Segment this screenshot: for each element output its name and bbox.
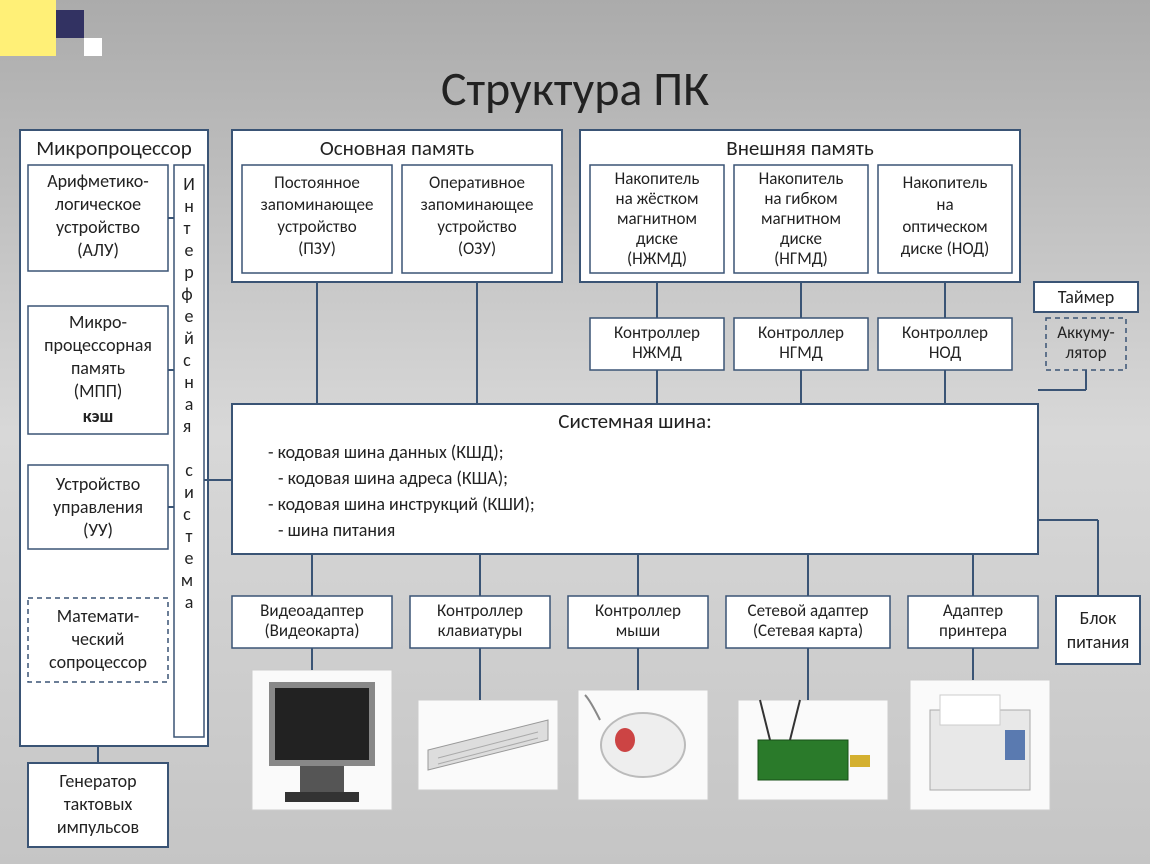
svg-text:НГМД: НГМД <box>779 342 822 363</box>
svg-text:Сетевой адаптер: Сетевой адаптер <box>748 600 869 621</box>
gti-l2: тактовых <box>64 793 133 815</box>
svg-text:(НГМД): (НГМД) <box>774 248 828 269</box>
math-l3: сопроцессор <box>49 651 147 673</box>
svg-text:на жёстком: на жёстком <box>616 188 699 209</box>
peripheral-printer-icon <box>910 680 1050 810</box>
svg-text:(ПЗУ): (ПЗУ) <box>298 238 336 259</box>
svg-text:(Сетевая карта): (Сетевая карта) <box>753 620 863 641</box>
svg-text:питания: питания <box>1067 631 1130 653</box>
svg-text:магнитном: магнитном <box>761 208 841 229</box>
svg-text:магнитном: магнитном <box>617 208 697 229</box>
svg-text:диске: диске <box>780 228 822 249</box>
math-l1: Математи- <box>57 605 140 627</box>
svg-text:на: на <box>936 194 953 215</box>
mpp-cache: кэш <box>83 405 114 427</box>
peripheral-monitor-icon <box>252 670 392 810</box>
svg-text:устройство: устройство <box>277 216 356 237</box>
svg-text:запоминающее: запоминающее <box>261 194 374 215</box>
svg-text:- шина питания: - шина питания <box>278 519 395 541</box>
svg-text:Постоянное: Постоянное <box>274 172 360 193</box>
micro-header: Микропроцессор <box>36 135 192 161</box>
svg-text:лятор: лятор <box>1065 342 1106 363</box>
svg-text:(НЖМД): (НЖМД) <box>627 248 687 269</box>
mm-header: Основная память <box>320 135 474 161</box>
svg-text:- кодовая шина данных (КШД);: - кодовая шина данных (КШД); <box>268 441 504 463</box>
alu-l4: (АЛУ) <box>77 239 119 261</box>
svg-text:Блок: Блок <box>1080 607 1117 629</box>
mpp-l3: память <box>71 357 125 379</box>
diagram-title: Структура ПК <box>441 59 709 118</box>
bus-title: Системная шина: <box>558 408 711 434</box>
svg-text:клавиатуры: клавиатуры <box>438 620 523 641</box>
svg-text:Контроллер: Контроллер <box>614 322 700 343</box>
svg-text:Накопитель: Накопитель <box>759 168 844 189</box>
em-header: Внешняя память <box>726 135 874 161</box>
svg-text:Видеоадаптер: Видеоадаптер <box>260 600 364 621</box>
svg-text:Контроллер: Контроллер <box>758 322 844 343</box>
svg-text:НЖМД: НЖМД <box>632 342 682 363</box>
svg-text:Контроллер: Контроллер <box>902 322 988 343</box>
mpp-l1: Микро- <box>69 311 127 333</box>
peripheral-netcard-icon <box>738 700 888 800</box>
svg-text:Оперативное: Оперативное <box>429 172 525 193</box>
svg-text:(ОЗУ): (ОЗУ) <box>458 238 496 259</box>
svg-text:устройство: устройство <box>437 216 516 237</box>
svg-text:диске (НОД): диске (НОД) <box>901 238 990 259</box>
math-l2: ческий <box>72 628 125 650</box>
svg-text:Адаптер: Адаптер <box>943 600 1003 621</box>
svg-text:Накопитель: Накопитель <box>903 172 988 193</box>
uu-l3: (УУ) <box>83 519 113 541</box>
svg-text:на гибком: на гибком <box>764 188 837 209</box>
peripheral-keyboard-icon <box>418 700 558 790</box>
svg-text:(Видеокарта): (Видеокарта) <box>265 620 360 641</box>
alu-l2: логическое <box>55 193 141 215</box>
pc-structure-diagram: Структура ПК Микропроцессор Арифметико- … <box>0 0 1150 864</box>
uu-l2: управления <box>53 496 143 518</box>
svg-text:оптическом: оптическом <box>902 216 987 237</box>
alu-l1: Арифметико- <box>47 170 149 192</box>
svg-text:НОД: НОД <box>929 342 961 363</box>
svg-text:- кодовая шина адреса (КША);: - кодовая шина адреса (КША); <box>278 467 508 489</box>
svg-text:запоминающее: запоминающее <box>421 194 534 215</box>
uu-l1: Устройство <box>56 473 140 495</box>
svg-text:Накопитель: Накопитель <box>615 168 700 189</box>
svg-text:- кодовая шина инструкций (КШИ: - кодовая шина инструкций (КШИ); <box>268 493 535 515</box>
peripheral-mouse-icon <box>578 690 708 800</box>
alu-l3: устройство <box>56 216 140 238</box>
mpp-l2: процессорная <box>44 334 152 356</box>
gti-l3: импульсов <box>57 816 139 838</box>
svg-text:мыши: мыши <box>616 620 660 641</box>
svg-text:Контроллер: Контроллер <box>437 600 523 621</box>
timer-label: Таймер <box>1058 286 1114 308</box>
svg-text:диске: диске <box>636 228 678 249</box>
svg-text:Контроллер: Контроллер <box>595 600 681 621</box>
gti-l1: Генератор <box>59 770 136 792</box>
mpp-l4: (МПП) <box>74 380 123 402</box>
svg-text:принтера: принтера <box>939 620 1007 641</box>
svg-text:Аккуму-: Аккуму- <box>1057 322 1115 343</box>
